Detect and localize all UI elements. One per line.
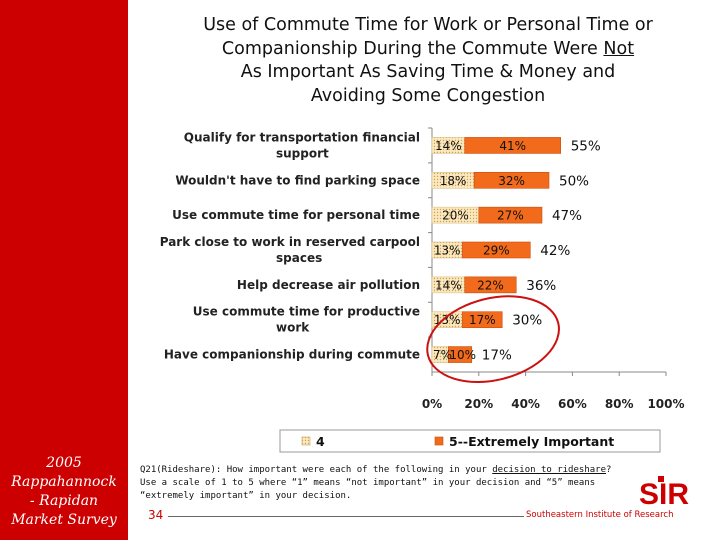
data-label-series-2: 10% — [449, 348, 476, 362]
total-label: 47% — [552, 208, 582, 224]
survey-type: Market Survey — [11, 512, 117, 528]
organization-name: Southeastern Institute of Research — [526, 510, 674, 520]
x-tick-label: 60% — [558, 397, 587, 411]
title-line-1: Use of Commute Time for Work or Personal… — [203, 15, 653, 35]
data-label-series-1: 7% — [433, 348, 452, 362]
question-line-2: Use a scale of 1 to 5 where “1” means “n… — [140, 478, 596, 488]
bar-segment-series-2 — [462, 241, 531, 259]
survey-name: 2005 Rappahannock - Rapidan Market Surve… — [0, 454, 128, 530]
x-tick-label: 100% — [647, 397, 684, 411]
sir-logo: SIR — [639, 476, 689, 508]
category-label: Help decrease air pollution — [237, 278, 420, 292]
x-tick-label: 40% — [511, 397, 540, 411]
question-line-3: “extremely important” in your decision. — [140, 491, 352, 501]
question-note: Q21(Rideshare): How important were each … — [140, 464, 640, 503]
legend-box — [279, 429, 661, 453]
legend-label-series-1: 4 — [316, 434, 325, 449]
title-line-2-text: Companionship During the Commute Were — [221, 38, 604, 59]
data-label-series-2: 22% — [477, 278, 504, 292]
legend-swatch-series-1 — [301, 436, 311, 446]
sidebar-panel: 2005 Rappahannock - Rapidan Market Surve… — [0, 0, 128, 540]
total-label: 30% — [512, 313, 542, 329]
bar-segment-series-2 — [464, 137, 562, 154]
survey-region-1: Rappahannock — [11, 474, 117, 490]
x-tick-label: 0% — [422, 397, 442, 411]
data-label-series-2: 27% — [497, 209, 524, 223]
page-number: 34 — [148, 508, 164, 522]
x-tick-label: 20% — [464, 397, 493, 411]
legend-label-series-2: 5--Extremely Important — [449, 434, 614, 449]
category-label: Use commute time for personal time — [172, 208, 420, 222]
question-link: decision to rideshare — [492, 465, 606, 475]
title-line-2: Companionship During the Commute Were No… — [148, 38, 708, 62]
category-label: spaces — [276, 251, 322, 265]
data-label-series-1: 13% — [434, 244, 461, 258]
category-label: work — [276, 321, 310, 335]
stacked-bar-chart: 0% 20% 40% 60% 80% 100% Qualify for transport… — [160, 127, 685, 453]
bar-segment-series-2 — [462, 311, 503, 329]
total-label: 55% — [571, 138, 601, 154]
total-label: 17% — [482, 348, 512, 364]
category-label: Have companionship during commute — [164, 348, 420, 362]
category-label: support — [276, 146, 329, 160]
total-label: 42% — [540, 243, 570, 259]
title-line-3: As Important As Saving Time & Money and — [240, 62, 616, 82]
legend-swatch-series-2 — [434, 436, 444, 446]
data-label-series-1: 14% — [435, 139, 462, 153]
data-label-series-1: 14% — [435, 278, 462, 292]
category-label: Wouldn't have to find parking space — [175, 173, 420, 187]
data-label-series-1: 20% — [442, 209, 469, 223]
title-line-4: Avoiding Some Congestion — [310, 85, 546, 106]
data-label-series-2: 32% — [498, 174, 525, 188]
total-label: 50% — [559, 173, 589, 189]
total-label: 36% — [526, 278, 556, 294]
category-label: Qualify for transportation financial — [184, 130, 420, 144]
title-emphasis: Not — [603, 38, 635, 59]
category-label: Use commute time for productive — [193, 305, 420, 319]
data-label-series-2: 41% — [499, 139, 526, 153]
bar-segment-series-2 — [478, 206, 543, 224]
highlight-circle — [426, 295, 560, 383]
data-label-series-2: 17% — [469, 313, 496, 327]
bar-segment-series-2 — [473, 171, 550, 189]
bar-segment-series-2 — [448, 346, 473, 363]
bar-segment-series-2 — [464, 276, 517, 294]
data-label-series-1: 18% — [440, 174, 467, 188]
data-label-series-1: 13% — [434, 313, 461, 327]
question-line-1-end: ? — [606, 465, 612, 475]
survey-year: 2005 — [46, 455, 82, 471]
x-tick-label: 80% — [605, 397, 634, 411]
data-label-series-2: 29% — [483, 244, 510, 258]
slide-title: Use of Commute Time for Work or Personal… — [148, 14, 708, 108]
logo-lettering: SIR — [639, 478, 689, 508]
question-line-1: Q21(Rideshare): How important were each … — [140, 464, 640, 477]
footer-divider — [168, 516, 524, 517]
question-line-1-text: Q21(Rideshare): How important were each … — [140, 465, 493, 475]
survey-region-2: - Rapidan — [29, 493, 99, 509]
category-label: Park close to work in reserved carpool — [160, 235, 420, 249]
